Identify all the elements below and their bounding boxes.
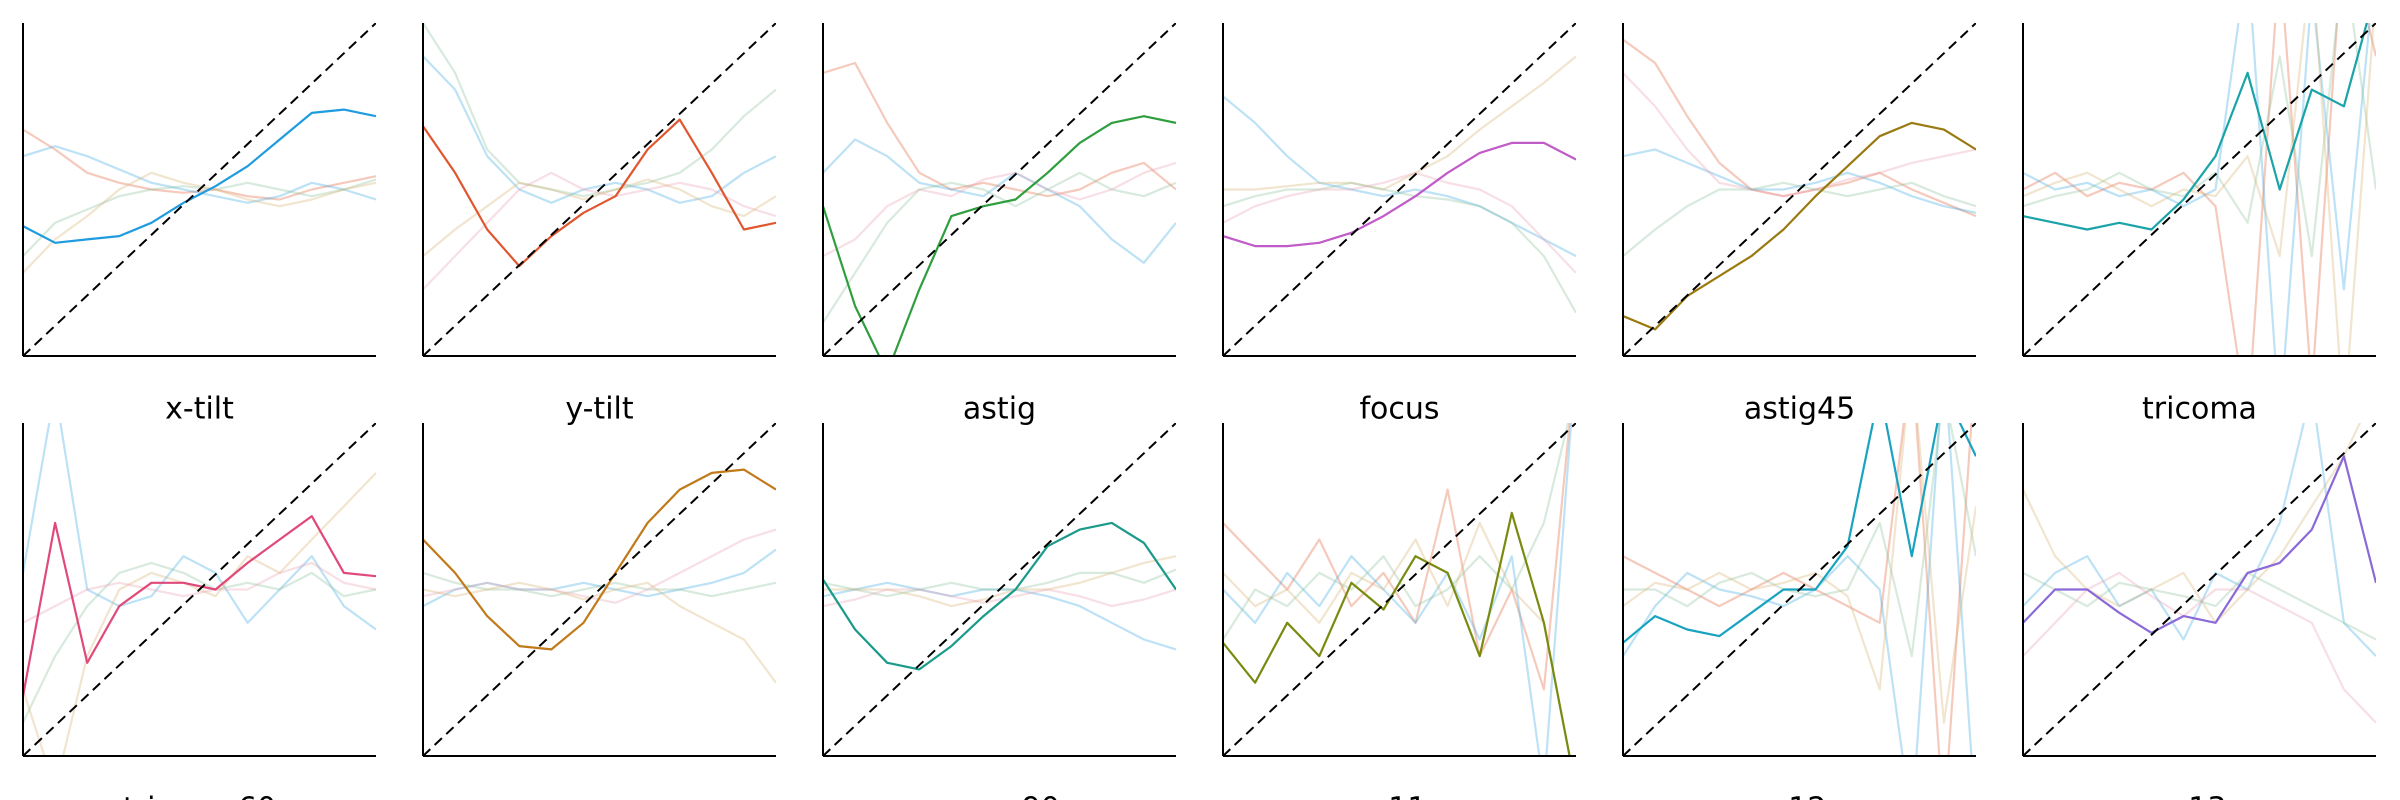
panel-title: coma90: [939, 792, 1060, 800]
plot-area: [1223, 423, 1576, 756]
plot-area: [2023, 423, 2376, 756]
plot-area: [823, 423, 1176, 756]
series-line: [2023, 23, 2371, 356]
panel-title: y-tilt: [565, 392, 633, 427]
series-line: [2023, 23, 2376, 258]
series-line: [1623, 38, 1976, 218]
diagonal-reference: [1623, 23, 1976, 356]
series-line: [823, 115, 1176, 356]
series-line: [1223, 141, 1576, 248]
series-line: [423, 581, 776, 684]
series-line: [1223, 181, 1576, 314]
diagonal-reference: [1223, 23, 1576, 356]
series-line: [23, 423, 376, 631]
series-line: [2023, 423, 2376, 657]
series-line: [1623, 181, 1976, 257]
plot-area: [23, 23, 376, 356]
diagonal-reference: [23, 23, 376, 356]
plot-area: [2023, 23, 2376, 356]
series-line: [1223, 171, 1576, 274]
series-line: [823, 61, 1176, 198]
diagonal-reference: [2023, 423, 2376, 756]
diagonal-reference: [2023, 23, 2376, 356]
plot-area: [823, 23, 1176, 356]
series-line: [1623, 148, 1976, 214]
series-line: [23, 108, 376, 244]
series-line: [1223, 511, 1571, 756]
series-line: [1623, 423, 1976, 658]
plot-area: [423, 23, 776, 356]
panel-title: astig: [963, 392, 1036, 427]
series-line: [823, 588, 1176, 608]
diagonal-reference: [423, 23, 776, 356]
series-line: [823, 171, 1176, 324]
diagonal-reference: [823, 23, 1176, 356]
series-line: [1623, 72, 1976, 198]
series-line: [23, 128, 376, 201]
series-line: [2023, 455, 2376, 634]
series-line: [423, 55, 776, 204]
panel-title: tricoma: [2142, 392, 2257, 427]
series-line: [2023, 571, 2376, 724]
series-line: [1223, 95, 1576, 258]
series-line: [1623, 121, 1976, 331]
series-line: [823, 555, 1176, 608]
plot-area: [1223, 23, 1576, 356]
panel-title: tricoma60: [123, 792, 276, 800]
series-line: [1223, 55, 1576, 191]
series-line: [423, 571, 776, 598]
panel-title: z13: [2173, 792, 2227, 800]
diagonal-reference: [1623, 423, 1976, 756]
series-line: [1623, 423, 1973, 756]
plot-area: [1623, 23, 1976, 356]
diagonal-reference: [1223, 423, 1576, 756]
series-line: [23, 515, 376, 697]
panel-title: z11: [1373, 792, 1427, 800]
series-line: [823, 161, 1176, 258]
series-line: [23, 145, 376, 204]
panel-title: z12: [1773, 792, 1827, 800]
series-line: [2023, 23, 2368, 231]
diagonal-reference: [423, 423, 776, 756]
series-line: [23, 171, 376, 274]
series-line: [423, 468, 776, 651]
plot-area: [423, 423, 776, 756]
series-line: [1223, 521, 1571, 756]
series-line: [823, 138, 1176, 264]
series-line: [1223, 423, 1571, 691]
panel-title: coma: [558, 792, 640, 800]
series-line: [423, 548, 776, 608]
series-line: [423, 171, 776, 291]
series-line: [1223, 423, 1573, 756]
panel-title: x-tilt: [165, 392, 234, 427]
series-line: [2023, 571, 2376, 641]
series-line: [1623, 423, 1976, 724]
series-line: [423, 178, 776, 257]
series-line: [823, 521, 1176, 671]
series-line: [23, 178, 376, 257]
plot-area: [23, 423, 376, 756]
diagonal-reference: [23, 423, 376, 756]
series-line: [2023, 23, 2376, 356]
series-line: [23, 561, 376, 724]
panel-title: focus: [1359, 392, 1439, 427]
series-line: [1623, 423, 1973, 756]
series-line: [2023, 423, 2362, 624]
series-line: [423, 118, 776, 268]
series-line: [423, 23, 776, 198]
panel-title: astig45: [1744, 392, 1855, 427]
series-line: [2023, 23, 2375, 356]
plot-area: [1623, 423, 1976, 756]
series-line: [23, 561, 376, 624]
diagonal-reference: [823, 423, 1176, 756]
